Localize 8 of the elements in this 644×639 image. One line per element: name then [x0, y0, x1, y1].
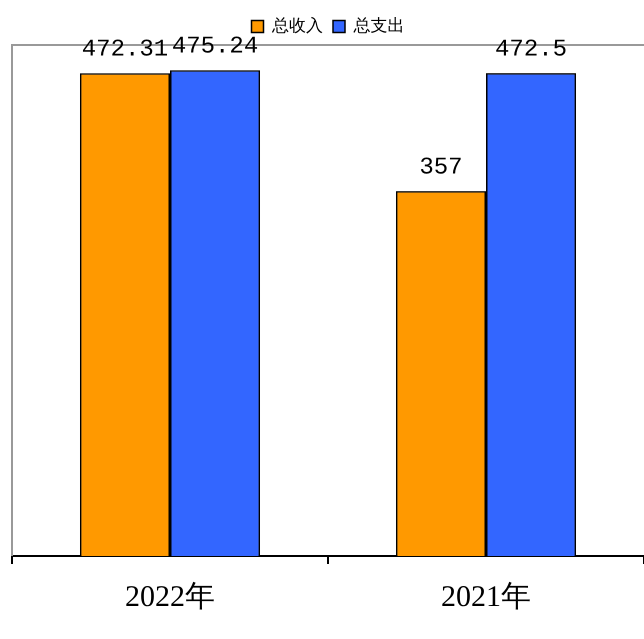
data-label: 472.31 [82, 36, 168, 64]
legend-label: 总支出 [352, 16, 404, 36]
data-label: 472.5 [495, 36, 568, 64]
data-label: 357 [419, 154, 463, 182]
x-tick-label: 2021年 [441, 580, 531, 613]
legend-label: 总收入 [271, 16, 323, 36]
data-label: 475.24 [172, 34, 258, 61]
x-tick-label: 2022年 [125, 580, 215, 613]
